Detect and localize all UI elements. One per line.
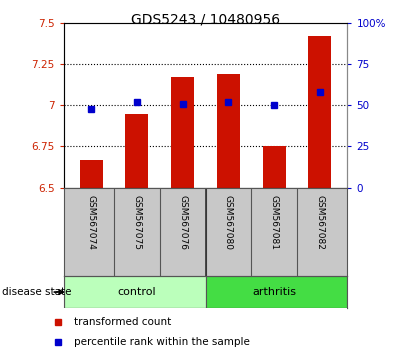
Bar <box>171 77 194 188</box>
Text: GSM567081: GSM567081 <box>270 195 279 250</box>
Bar <box>217 74 240 188</box>
Text: GSM567076: GSM567076 <box>178 195 187 250</box>
Text: control: control <box>118 287 156 297</box>
Text: arthritis: arthritis <box>252 287 296 297</box>
Text: GSM567082: GSM567082 <box>315 195 324 250</box>
Bar <box>80 160 103 188</box>
Bar <box>64 276 206 308</box>
Text: GDS5243 / 10480956: GDS5243 / 10480956 <box>131 12 280 27</box>
Bar <box>125 114 148 188</box>
Text: GSM567075: GSM567075 <box>132 195 141 250</box>
Text: disease state: disease state <box>2 287 72 297</box>
Text: percentile rank within the sample: percentile rank within the sample <box>74 337 249 348</box>
Bar <box>308 36 331 188</box>
Text: GSM567080: GSM567080 <box>224 195 233 250</box>
Text: GSM567074: GSM567074 <box>87 195 96 250</box>
Bar <box>206 276 347 308</box>
Text: transformed count: transformed count <box>74 317 171 327</box>
Bar <box>263 147 286 188</box>
